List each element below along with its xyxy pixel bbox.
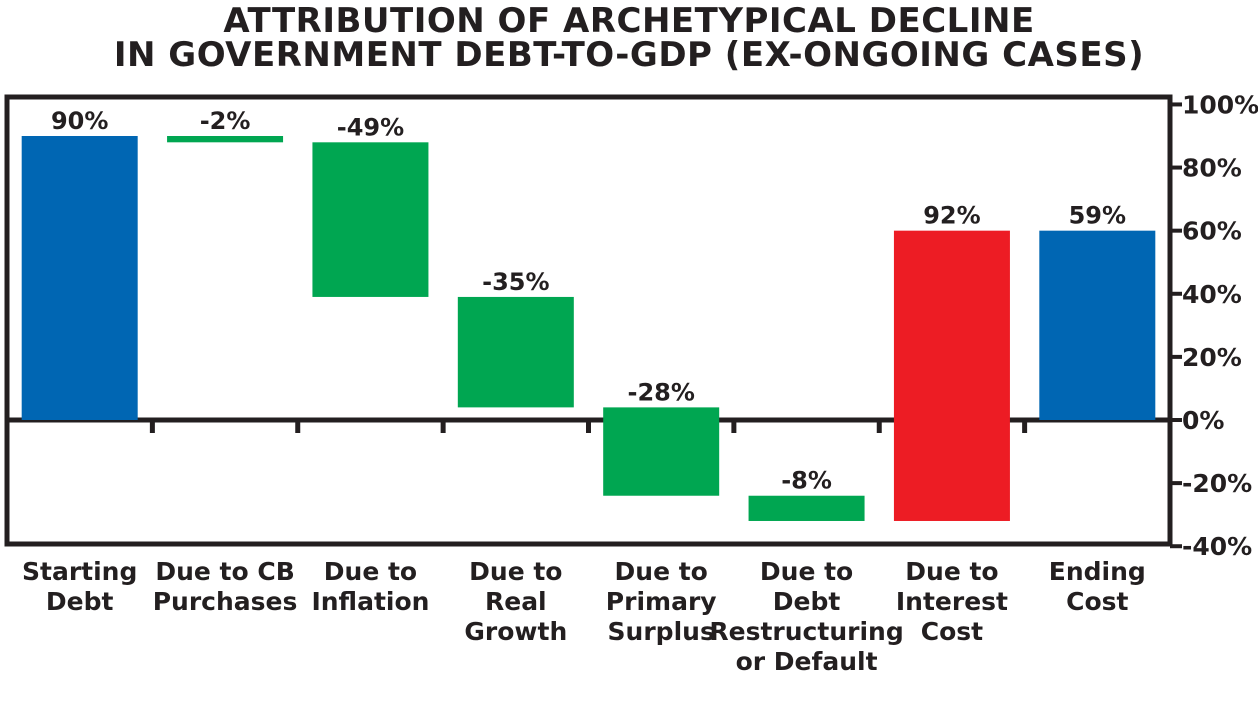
y-tick-label: 100% — [1182, 90, 1258, 119]
bar-value-label: 92% — [923, 202, 980, 230]
category-label: Inflation — [311, 587, 429, 616]
bar-value-label: -28% — [627, 378, 694, 406]
category-label: Ending — [1049, 557, 1146, 586]
waterfall-bar — [457, 296, 574, 408]
plot-frame — [4, 94, 1173, 547]
category-label: Cost — [1066, 587, 1128, 616]
y-tick-label: 60% — [1182, 217, 1242, 246]
category-label: or Default — [736, 647, 878, 676]
waterfall-bar — [1039, 230, 1156, 420]
category-label: Real — [485, 587, 547, 616]
y-tick-label: -20% — [1182, 469, 1252, 498]
bar-value-label: 90% — [51, 107, 108, 135]
y-tick-label: 20% — [1182, 343, 1242, 372]
category-label: Restructuring — [709, 617, 903, 646]
bar-value-label: -8% — [781, 467, 832, 495]
category-label: Starting — [22, 557, 137, 586]
waterfall-bar — [167, 136, 284, 143]
chart-title-line-1: ATTRIBUTION OF ARCHETYPICAL DECLINE — [223, 1, 1035, 41]
category-label: Due to — [905, 557, 998, 586]
waterfall-bar — [748, 495, 865, 521]
category-label: Debt — [46, 587, 114, 616]
category-label: Surplus — [608, 617, 715, 646]
category-label: Due to — [615, 557, 708, 586]
category-label: Due to — [324, 557, 417, 586]
category-label: Interest — [896, 587, 1008, 616]
chart-title: ATTRIBUTION OF ARCHETYPICAL DECLINE IN G… — [0, 4, 1258, 72]
category-label: Due to — [760, 557, 853, 586]
category-label: Due to CB — [155, 557, 294, 586]
category-label: Growth — [464, 617, 567, 646]
bar-value-label: -2% — [200, 107, 251, 135]
waterfall-bar — [312, 142, 429, 297]
bar-value-label: -35% — [482, 268, 549, 296]
bar-value-label: 59% — [1069, 202, 1126, 230]
y-tick-label: 80% — [1182, 154, 1242, 183]
waterfall-bar — [603, 407, 720, 496]
category-label: Debt — [773, 587, 841, 616]
category-label: Purchases — [153, 587, 298, 616]
category-label: Due to — [469, 557, 562, 586]
category-label: Cost — [921, 617, 983, 646]
y-tick-label: 0% — [1182, 406, 1224, 435]
waterfall-bar — [21, 136, 138, 420]
waterfall-bar — [893, 230, 1010, 521]
bar-value-label: -49% — [337, 113, 404, 141]
y-tick-label: 40% — [1182, 280, 1242, 309]
y-tick-label: -40% — [1182, 532, 1252, 561]
category-label: Primary — [606, 587, 717, 616]
chart-title-line-2: IN GOVERNMENT DEBT-TO-GDP (EX-ONGOING CA… — [113, 35, 1145, 75]
